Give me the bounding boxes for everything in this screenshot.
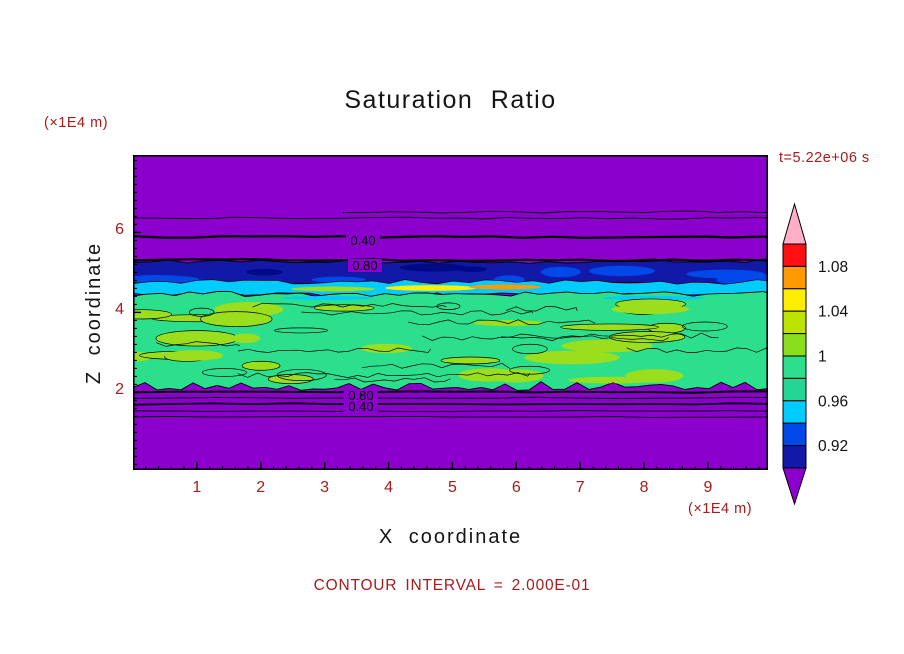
y-tick-label: 6: [115, 221, 124, 239]
y-tick-label: 4: [115, 301, 124, 319]
x-axis-label: X coordinate: [378, 526, 523, 548]
x-tick-label: 1: [192, 479, 202, 496]
y-axis-label: Z coordinate: [83, 241, 105, 385]
contour-label: 0.80: [348, 388, 373, 403]
x-axis-unit: (×1E4 m): [688, 501, 753, 517]
x-tick-label: 6: [511, 479, 521, 496]
x-tick-label: 3: [320, 479, 330, 496]
colorbar-tick-label: 1: [818, 349, 827, 366]
colorbar: 1.08 1.04 1 0.96 0.92: [782, 202, 849, 506]
x-tick-label: 9: [703, 479, 713, 496]
y-tick-label: 2: [115, 381, 124, 399]
colorbar-tick-label: 0.92: [818, 438, 848, 455]
y-axis-unit: (×1E4 m): [44, 115, 109, 131]
time-annotation: t=5.22e+06 s: [779, 150, 870, 166]
colorbar-tick-label: 1.08: [818, 259, 848, 276]
x-tick-label: 4: [384, 479, 393, 496]
colorbar-tick-label: 1.04: [818, 304, 849, 321]
contour-label: 0.40: [348, 399, 373, 414]
x-tick-label: 2: [256, 479, 266, 496]
contour-label: 0.40: [350, 233, 375, 248]
chart-title: Saturation Ratio: [344, 86, 557, 114]
colorbar-tick-label: 0.96: [818, 393, 848, 410]
x-tick-label: 8: [639, 479, 649, 496]
x-tick-label: 5: [447, 479, 457, 496]
x-tick-label: 7: [575, 479, 585, 496]
contour-interval-note: CONTOUR INTERVAL = 2.000E-01: [313, 577, 591, 594]
contour-plot: 0.400.800.800.40: [133, 155, 768, 470]
contour-label: 0.80: [352, 258, 377, 273]
